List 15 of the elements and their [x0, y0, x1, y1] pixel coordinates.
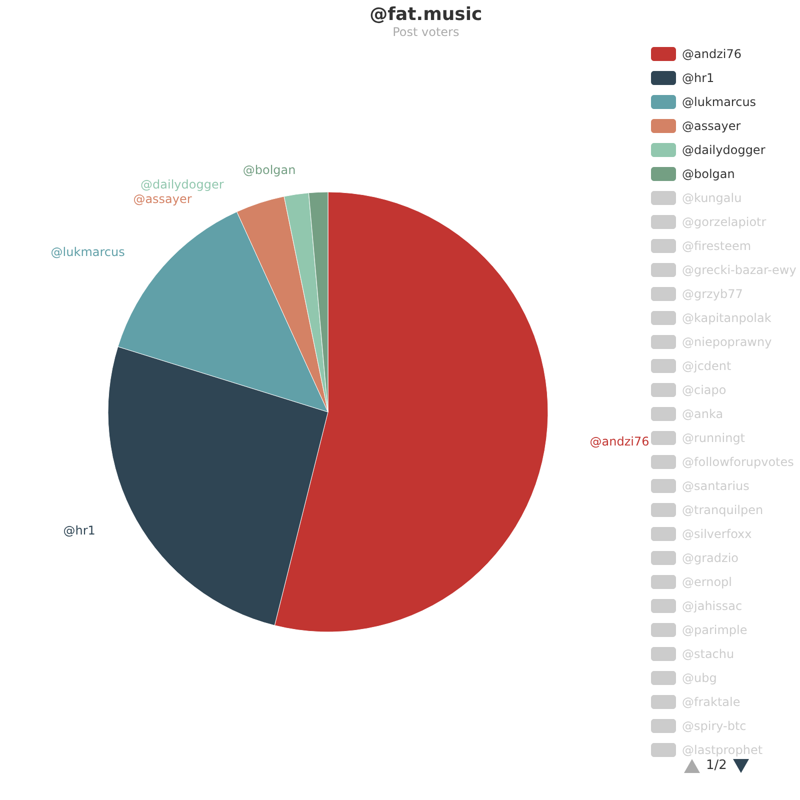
category-label: @assayer — [133, 192, 192, 206]
slice-label: @hr1 — [63, 524, 96, 538]
legend-label: @assayer — [682, 119, 741, 133]
legend-label: @bolgan — [682, 167, 735, 181]
text: 1/2 — [706, 758, 727, 773]
legend-label: @lukmarcus — [682, 95, 756, 109]
category-label: @dailydogger — [140, 178, 224, 192]
slice-label: @andzi76 — [590, 434, 650, 449]
chart-subtitle: Post voters — [392, 25, 460, 39]
category-label: @bolgan — [242, 163, 296, 178]
legend-label: @andzi76 — [682, 47, 742, 61]
chart-title: @fat.music — [370, 4, 482, 25]
legend-label: @hr1 — [682, 71, 714, 85]
slice-label: @lukmarcus — [50, 244, 125, 259]
legend-label: @dailydogger — [682, 143, 766, 157]
